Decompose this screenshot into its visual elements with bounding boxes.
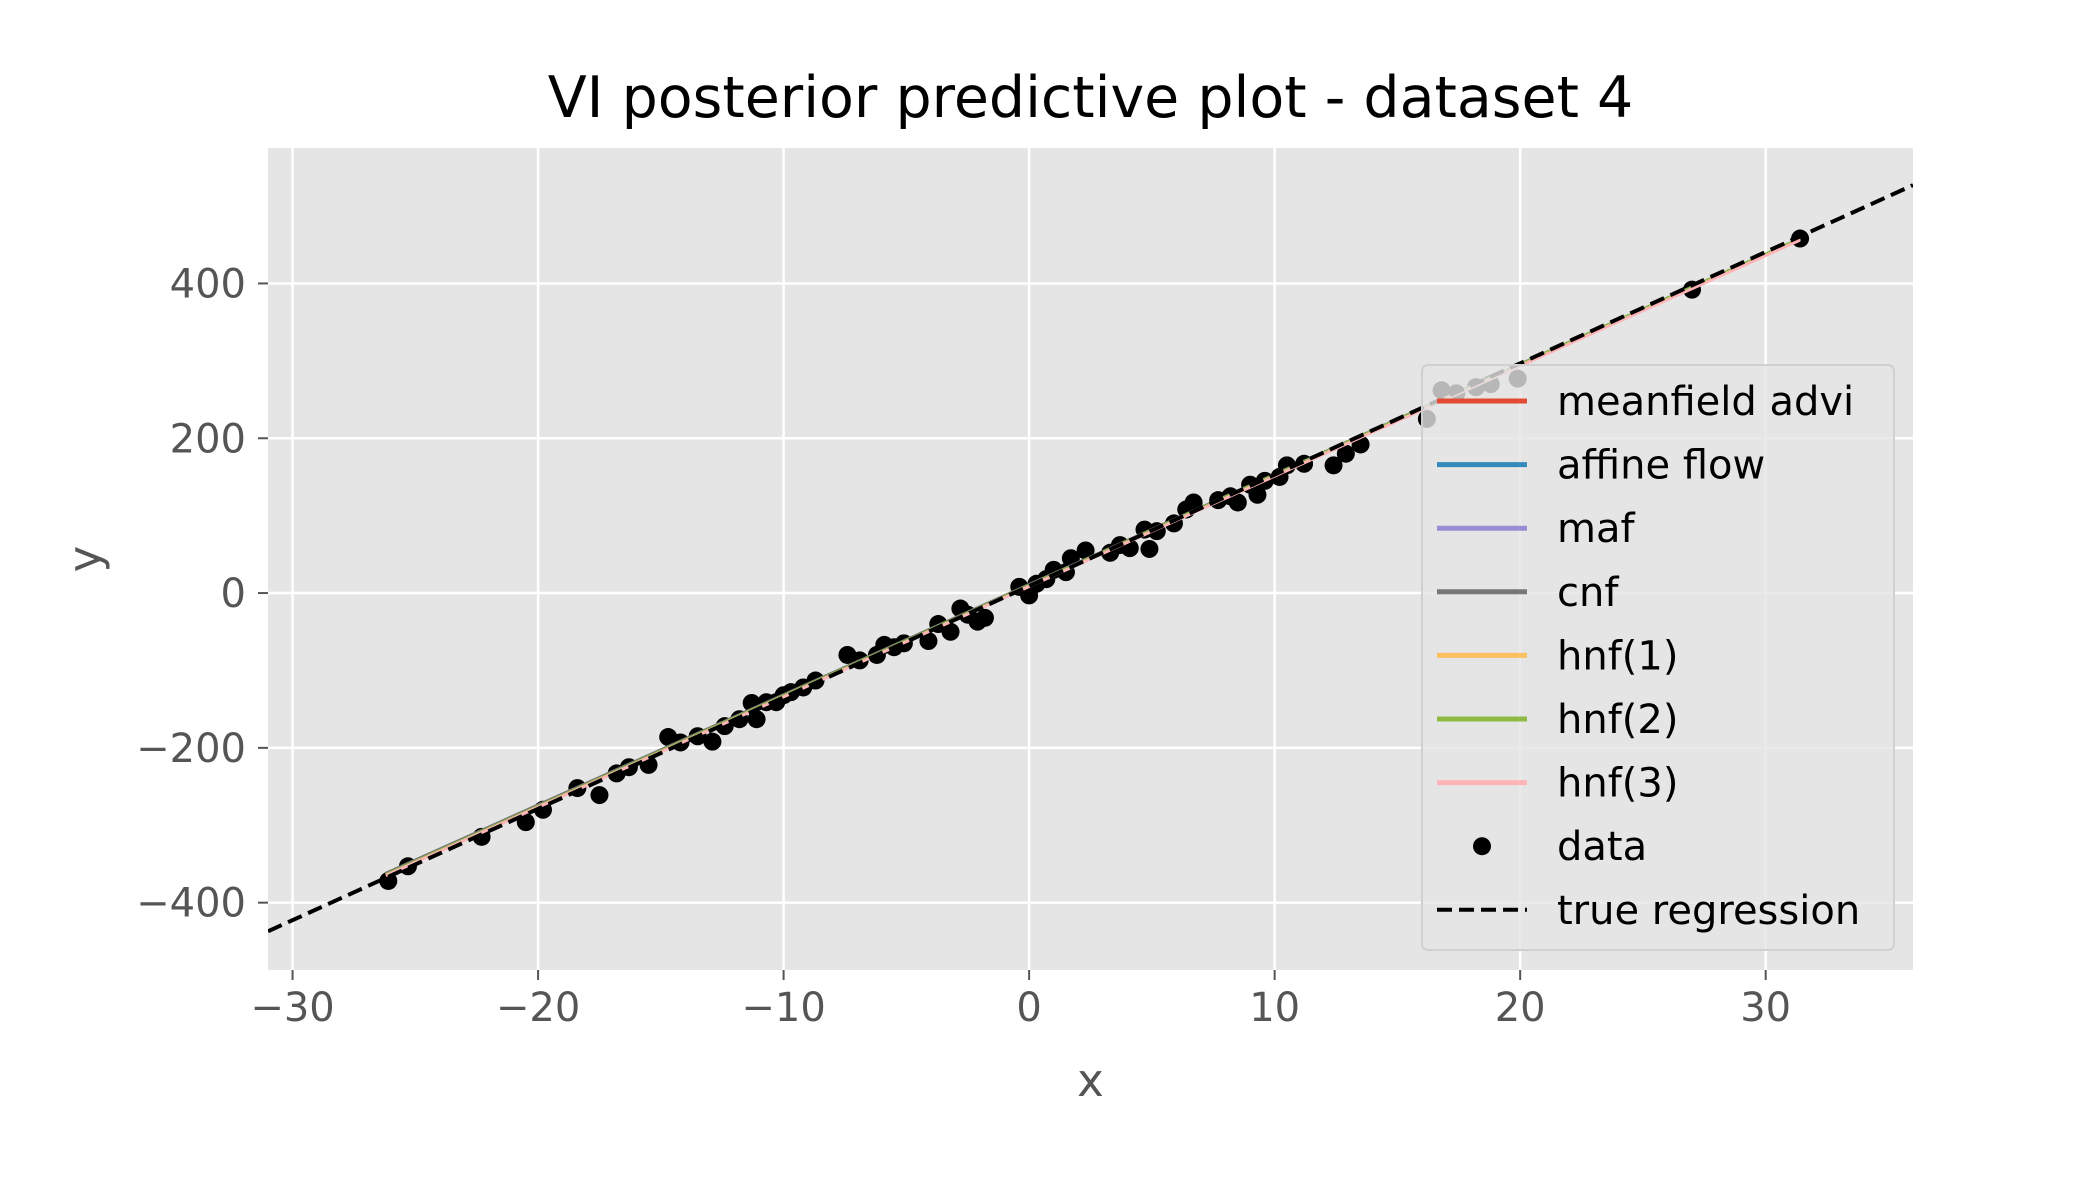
chart-title: VI posterior predictive plot - dataset 4	[548, 65, 1634, 131]
legend-label-data: data	[1557, 824, 1647, 870]
series-line-true-regression	[268, 183, 1913, 934]
legend-label-hnf-1: hnf(1)	[1557, 633, 1678, 679]
legend-box	[1421, 364, 1895, 951]
y-tick-label: −200	[136, 726, 246, 772]
y-tick-label: 0	[221, 571, 246, 617]
data-point	[941, 622, 960, 641]
data-point	[1324, 456, 1343, 475]
data-point	[1336, 444, 1355, 463]
axis-ticks: −30 −20 −10 0 10 20 30 −400 −200 0 200 400	[136, 261, 1791, 1031]
x-tick-label: −20	[496, 985, 580, 1031]
y-tick-label: 400	[170, 261, 246, 307]
legend-marker-data	[1473, 837, 1491, 856]
data-point	[919, 632, 938, 651]
data-point	[975, 608, 994, 627]
legend-label-meanfield-advi: meanfield advi	[1557, 379, 1854, 425]
data-point	[1228, 493, 1247, 512]
y-axis-label: y	[58, 546, 111, 573]
data-point	[703, 732, 722, 751]
x-tick-label: −30	[250, 985, 334, 1031]
x-tick-label: 30	[1740, 985, 1791, 1031]
x-tick-label: −10	[741, 985, 825, 1031]
legend: meanfield advi affine flow maf cnf hnf(1) hnf…	[1421, 364, 1895, 951]
y-tick-label: −400	[136, 881, 246, 927]
legend-label-affine-flow: affine flow	[1557, 443, 1765, 489]
legend-label-cnf: cnf	[1557, 570, 1619, 616]
x-axis-label: x	[1077, 1054, 1104, 1107]
legend-label-true-regression: true regression	[1557, 888, 1860, 934]
data-point	[1076, 541, 1095, 560]
data-point	[1248, 485, 1267, 504]
data-point	[590, 786, 609, 805]
y-tick-label: 200	[170, 416, 246, 462]
data-point	[1140, 539, 1159, 558]
data-point	[747, 710, 766, 729]
x-tick-label: 0	[1016, 985, 1041, 1031]
legend-label-maf: maf	[1557, 506, 1635, 552]
data-point	[1184, 493, 1203, 512]
legend-label-hnf-3: hnf(3)	[1557, 761, 1678, 807]
x-tick-label: 20	[1495, 985, 1546, 1031]
x-tick-label: 10	[1249, 985, 1300, 1031]
legend-label-hnf-2: hnf(2)	[1557, 697, 1678, 743]
